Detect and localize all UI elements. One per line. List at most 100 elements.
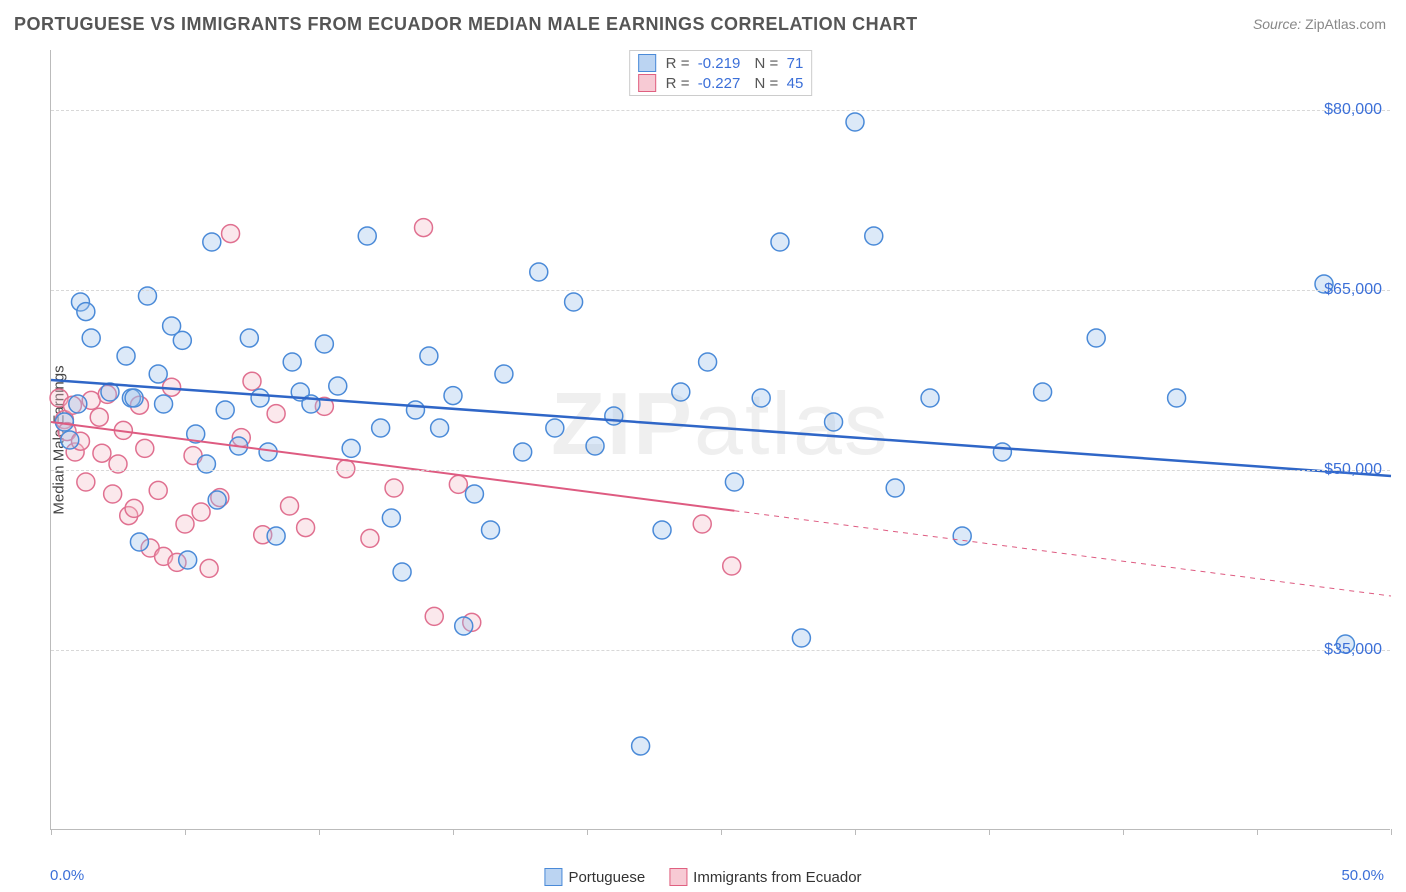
stat-r-ecuador: R = -0.227 [666, 75, 741, 92]
data-point-portuguese [329, 377, 347, 395]
data-point-portuguese [825, 413, 843, 431]
data-point-portuguese [382, 509, 400, 527]
swatch-ecuador [638, 74, 656, 92]
data-point-ecuador [267, 405, 285, 423]
series-legend: Portuguese Immigrants from Ecuador [544, 868, 861, 886]
gridline [51, 470, 1390, 471]
data-point-portuguese [672, 383, 690, 401]
source-value: ZipAtlas.com [1305, 16, 1386, 32]
data-point-portuguese [653, 521, 671, 539]
data-point-portuguese [725, 473, 743, 491]
data-point-portuguese [82, 329, 100, 347]
data-point-ecuador [90, 408, 108, 426]
x-tick [1123, 829, 1124, 835]
x-tick [453, 829, 454, 835]
x-tick [51, 829, 52, 835]
data-point-portuguese [886, 479, 904, 497]
data-point-portuguese [240, 329, 258, 347]
data-point-ecuador [385, 479, 403, 497]
data-point-ecuador [297, 519, 315, 537]
y-tick-label: $50,000 [1324, 461, 1382, 479]
data-point-portuguese [865, 227, 883, 245]
data-point-portuguese [372, 419, 390, 437]
source-label: Source: [1253, 16, 1301, 32]
y-tick-label: $80,000 [1324, 101, 1382, 119]
data-point-ecuador [93, 444, 111, 462]
gridline [51, 290, 1390, 291]
data-point-ecuador [149, 481, 167, 499]
data-point-ecuador [222, 225, 240, 243]
trend-line-portuguese [51, 380, 1391, 476]
data-point-portuguese [993, 443, 1011, 461]
data-point-portuguese [203, 233, 221, 251]
stats-row-portuguese: R = -0.219 N = 71 [636, 53, 806, 73]
x-tick [319, 829, 320, 835]
x-tick [721, 829, 722, 835]
stat-n-portuguese: N = 71 [750, 55, 803, 72]
data-point-portuguese [771, 233, 789, 251]
data-point-portuguese [514, 443, 532, 461]
data-point-portuguese [632, 737, 650, 755]
data-point-portuguese [61, 431, 79, 449]
data-point-portuguese [444, 387, 462, 405]
x-tick [855, 829, 856, 835]
data-point-portuguese [117, 347, 135, 365]
legend-swatch-ecuador [669, 868, 687, 886]
trend-line-dashed-ecuador [734, 511, 1391, 596]
data-point-portuguese [406, 401, 424, 419]
data-point-portuguese [420, 347, 438, 365]
legend-swatch-portuguese [544, 868, 562, 886]
stat-n-ecuador: N = 45 [750, 75, 803, 92]
data-point-ecuador [192, 503, 210, 521]
data-point-portuguese [699, 353, 717, 371]
data-point-portuguese [586, 437, 604, 455]
data-point-portuguese [846, 113, 864, 131]
legend-item-portuguese: Portuguese [544, 868, 645, 886]
data-point-portuguese [208, 491, 226, 509]
data-point-ecuador [723, 557, 741, 575]
data-point-portuguese [130, 533, 148, 551]
data-point-portuguese [149, 365, 167, 383]
data-point-portuguese [953, 527, 971, 545]
data-point-portuguese [482, 521, 500, 539]
data-point-ecuador [425, 607, 443, 625]
plot-area: Median Male Earnings ZIPatlas R = -0.219… [50, 50, 1390, 830]
data-point-ecuador [693, 515, 711, 533]
legend-item-ecuador: Immigrants from Ecuador [669, 868, 861, 886]
data-point-ecuador [337, 460, 355, 478]
x-tick [1391, 829, 1392, 835]
plot-svg [51, 50, 1390, 829]
data-point-portuguese [1087, 329, 1105, 347]
data-point-ecuador [136, 439, 154, 457]
data-point-portuguese [358, 227, 376, 245]
gridline [51, 650, 1390, 651]
data-point-portuguese [495, 365, 513, 383]
data-point-portuguese [752, 389, 770, 407]
y-tick-label: $65,000 [1324, 281, 1382, 299]
swatch-portuguese [638, 54, 656, 72]
data-point-portuguese [546, 419, 564, 437]
legend-label-ecuador: Immigrants from Ecuador [693, 869, 861, 886]
data-point-portuguese [77, 303, 95, 321]
data-point-ecuador [125, 499, 143, 517]
data-point-portuguese [69, 395, 87, 413]
stats-legend: R = -0.219 N = 71 R = -0.227 N = 45 [629, 50, 813, 96]
data-point-ecuador [200, 559, 218, 577]
data-point-portuguese [267, 527, 285, 545]
gridline [51, 110, 1390, 111]
data-point-portuguese [565, 293, 583, 311]
data-point-portuguese [125, 389, 143, 407]
legend-label-portuguese: Portuguese [568, 869, 645, 886]
data-point-portuguese [792, 629, 810, 647]
data-point-portuguese [465, 485, 483, 503]
y-tick-label: $35,000 [1324, 641, 1382, 659]
data-point-ecuador [281, 497, 299, 515]
x-tick [587, 829, 588, 835]
data-point-portuguese [155, 395, 173, 413]
data-point-portuguese [921, 389, 939, 407]
stats-row-ecuador: R = -0.227 N = 45 [636, 73, 806, 93]
chart-title: PORTUGUESE VS IMMIGRANTS FROM ECUADOR ME… [14, 14, 918, 35]
data-point-ecuador [77, 473, 95, 491]
data-point-portuguese [455, 617, 473, 635]
data-point-ecuador [104, 485, 122, 503]
